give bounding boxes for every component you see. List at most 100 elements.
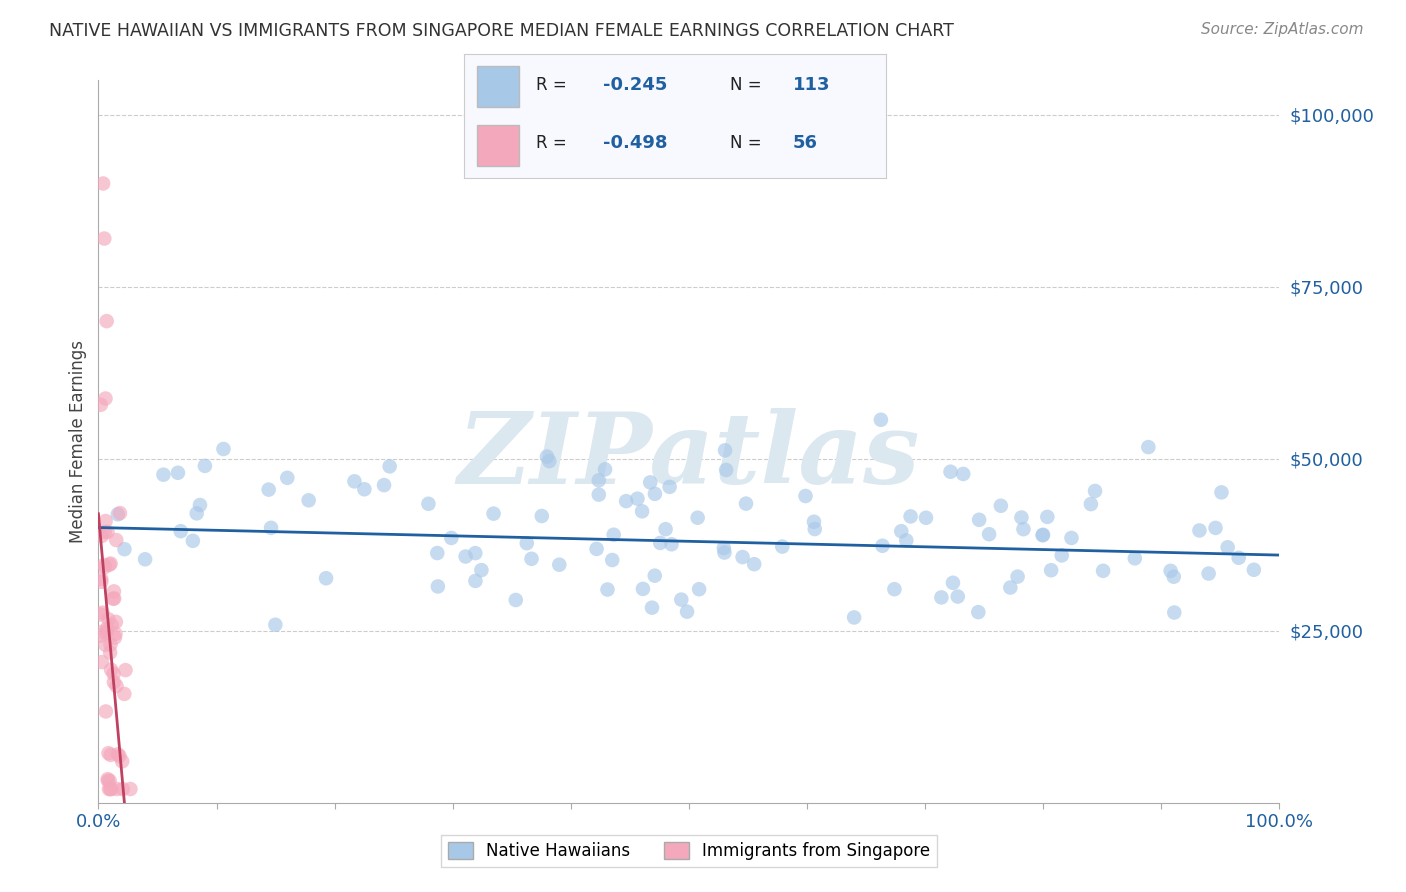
Point (1084, 483, 1107, 498)
Point (94, 638, 117, 652)
Point (91, 606, 114, 620)
Point (315, 571, 337, 585)
Point (90, 398, 112, 412)
Point (97, 746, 120, 760)
Point (114, 663, 136, 677)
Point (952, 467, 974, 481)
Point (1205, 521, 1227, 535)
Point (97, 772, 120, 787)
Point (100, 782, 122, 797)
Point (100, 557, 122, 571)
Point (257, 483, 280, 497)
Point (803, 515, 825, 529)
Point (872, 539, 894, 553)
Point (990, 499, 1012, 513)
Point (90, 574, 112, 589)
Point (735, 497, 758, 511)
Text: ZIPatlas: ZIPatlas (458, 408, 920, 504)
Point (1198, 566, 1220, 581)
Point (661, 537, 683, 551)
Point (96, 314, 118, 328)
Point (614, 494, 637, 508)
Text: R =: R = (536, 77, 572, 95)
Point (641, 600, 664, 615)
Point (100, 782, 122, 797)
Point (1050, 549, 1073, 563)
Point (505, 593, 527, 607)
Point (260, 521, 283, 535)
Point (418, 497, 440, 511)
Point (1137, 440, 1160, 454)
Point (644, 568, 666, 582)
Text: 56: 56 (793, 135, 818, 153)
Point (1040, 563, 1063, 577)
Point (100, 618, 122, 632)
Text: -0.245: -0.245 (603, 77, 668, 95)
Point (588, 487, 610, 501)
Point (593, 462, 616, 476)
Point (93, 231, 115, 245)
FancyBboxPatch shape (477, 125, 519, 166)
Point (686, 510, 709, 524)
Point (731, 550, 754, 565)
Point (803, 522, 825, 536)
Point (426, 546, 449, 560)
Point (188, 498, 211, 512)
Point (464, 546, 486, 560)
Point (644, 487, 666, 501)
Point (114, 542, 136, 557)
Point (94, 560, 117, 574)
Point (713, 545, 735, 559)
Point (105, 679, 128, 693)
Point (714, 463, 737, 477)
Point (967, 513, 990, 527)
Point (100, 747, 122, 762)
Text: N =: N = (730, 77, 766, 95)
Point (103, 591, 125, 606)
Point (94, 392, 117, 406)
Text: 113: 113 (793, 77, 831, 95)
Point (1227, 550, 1250, 565)
Point (112, 687, 135, 701)
Point (600, 553, 623, 567)
Point (104, 615, 127, 629)
Point (915, 510, 938, 524)
Point (626, 491, 648, 506)
Point (90, 529, 112, 543)
Point (1211, 485, 1233, 500)
Point (212, 442, 235, 456)
Point (931, 591, 953, 605)
Point (90, 629, 112, 643)
Point (464, 574, 486, 588)
Point (194, 458, 217, 473)
Point (688, 582, 710, 597)
Legend: Native Hawaiians, Immigrants from Singapore: Native Hawaiians, Immigrants from Singap… (441, 835, 936, 867)
Text: -0.498: -0.498 (603, 135, 668, 153)
Point (90, 655, 112, 669)
Point (426, 579, 449, 593)
Point (1032, 528, 1054, 542)
Point (353, 482, 375, 496)
Point (454, 549, 477, 564)
Point (1007, 569, 1029, 583)
Point (896, 533, 918, 548)
Point (91, 624, 114, 639)
Point (152, 467, 174, 482)
Point (1216, 541, 1239, 555)
Point (946, 590, 969, 604)
Point (1000, 581, 1022, 595)
Point (111, 754, 134, 768)
Point (105, 782, 128, 797)
Text: NATIVE HAWAIIAN VS IMMIGRANTS FROM SINGAPORE MEDIAN FEMALE EARNINGS CORRELATION : NATIVE HAWAIIAN VS IMMIGRANTS FROM SINGA… (49, 22, 955, 40)
Point (93, 558, 115, 572)
Point (134, 552, 156, 566)
Point (742, 557, 765, 571)
Point (942, 575, 965, 590)
Point (1036, 509, 1059, 524)
Point (93, 525, 115, 540)
Point (977, 527, 1000, 541)
Point (97, 773, 120, 788)
Point (596, 582, 619, 597)
Point (264, 617, 287, 632)
Point (98, 558, 121, 572)
